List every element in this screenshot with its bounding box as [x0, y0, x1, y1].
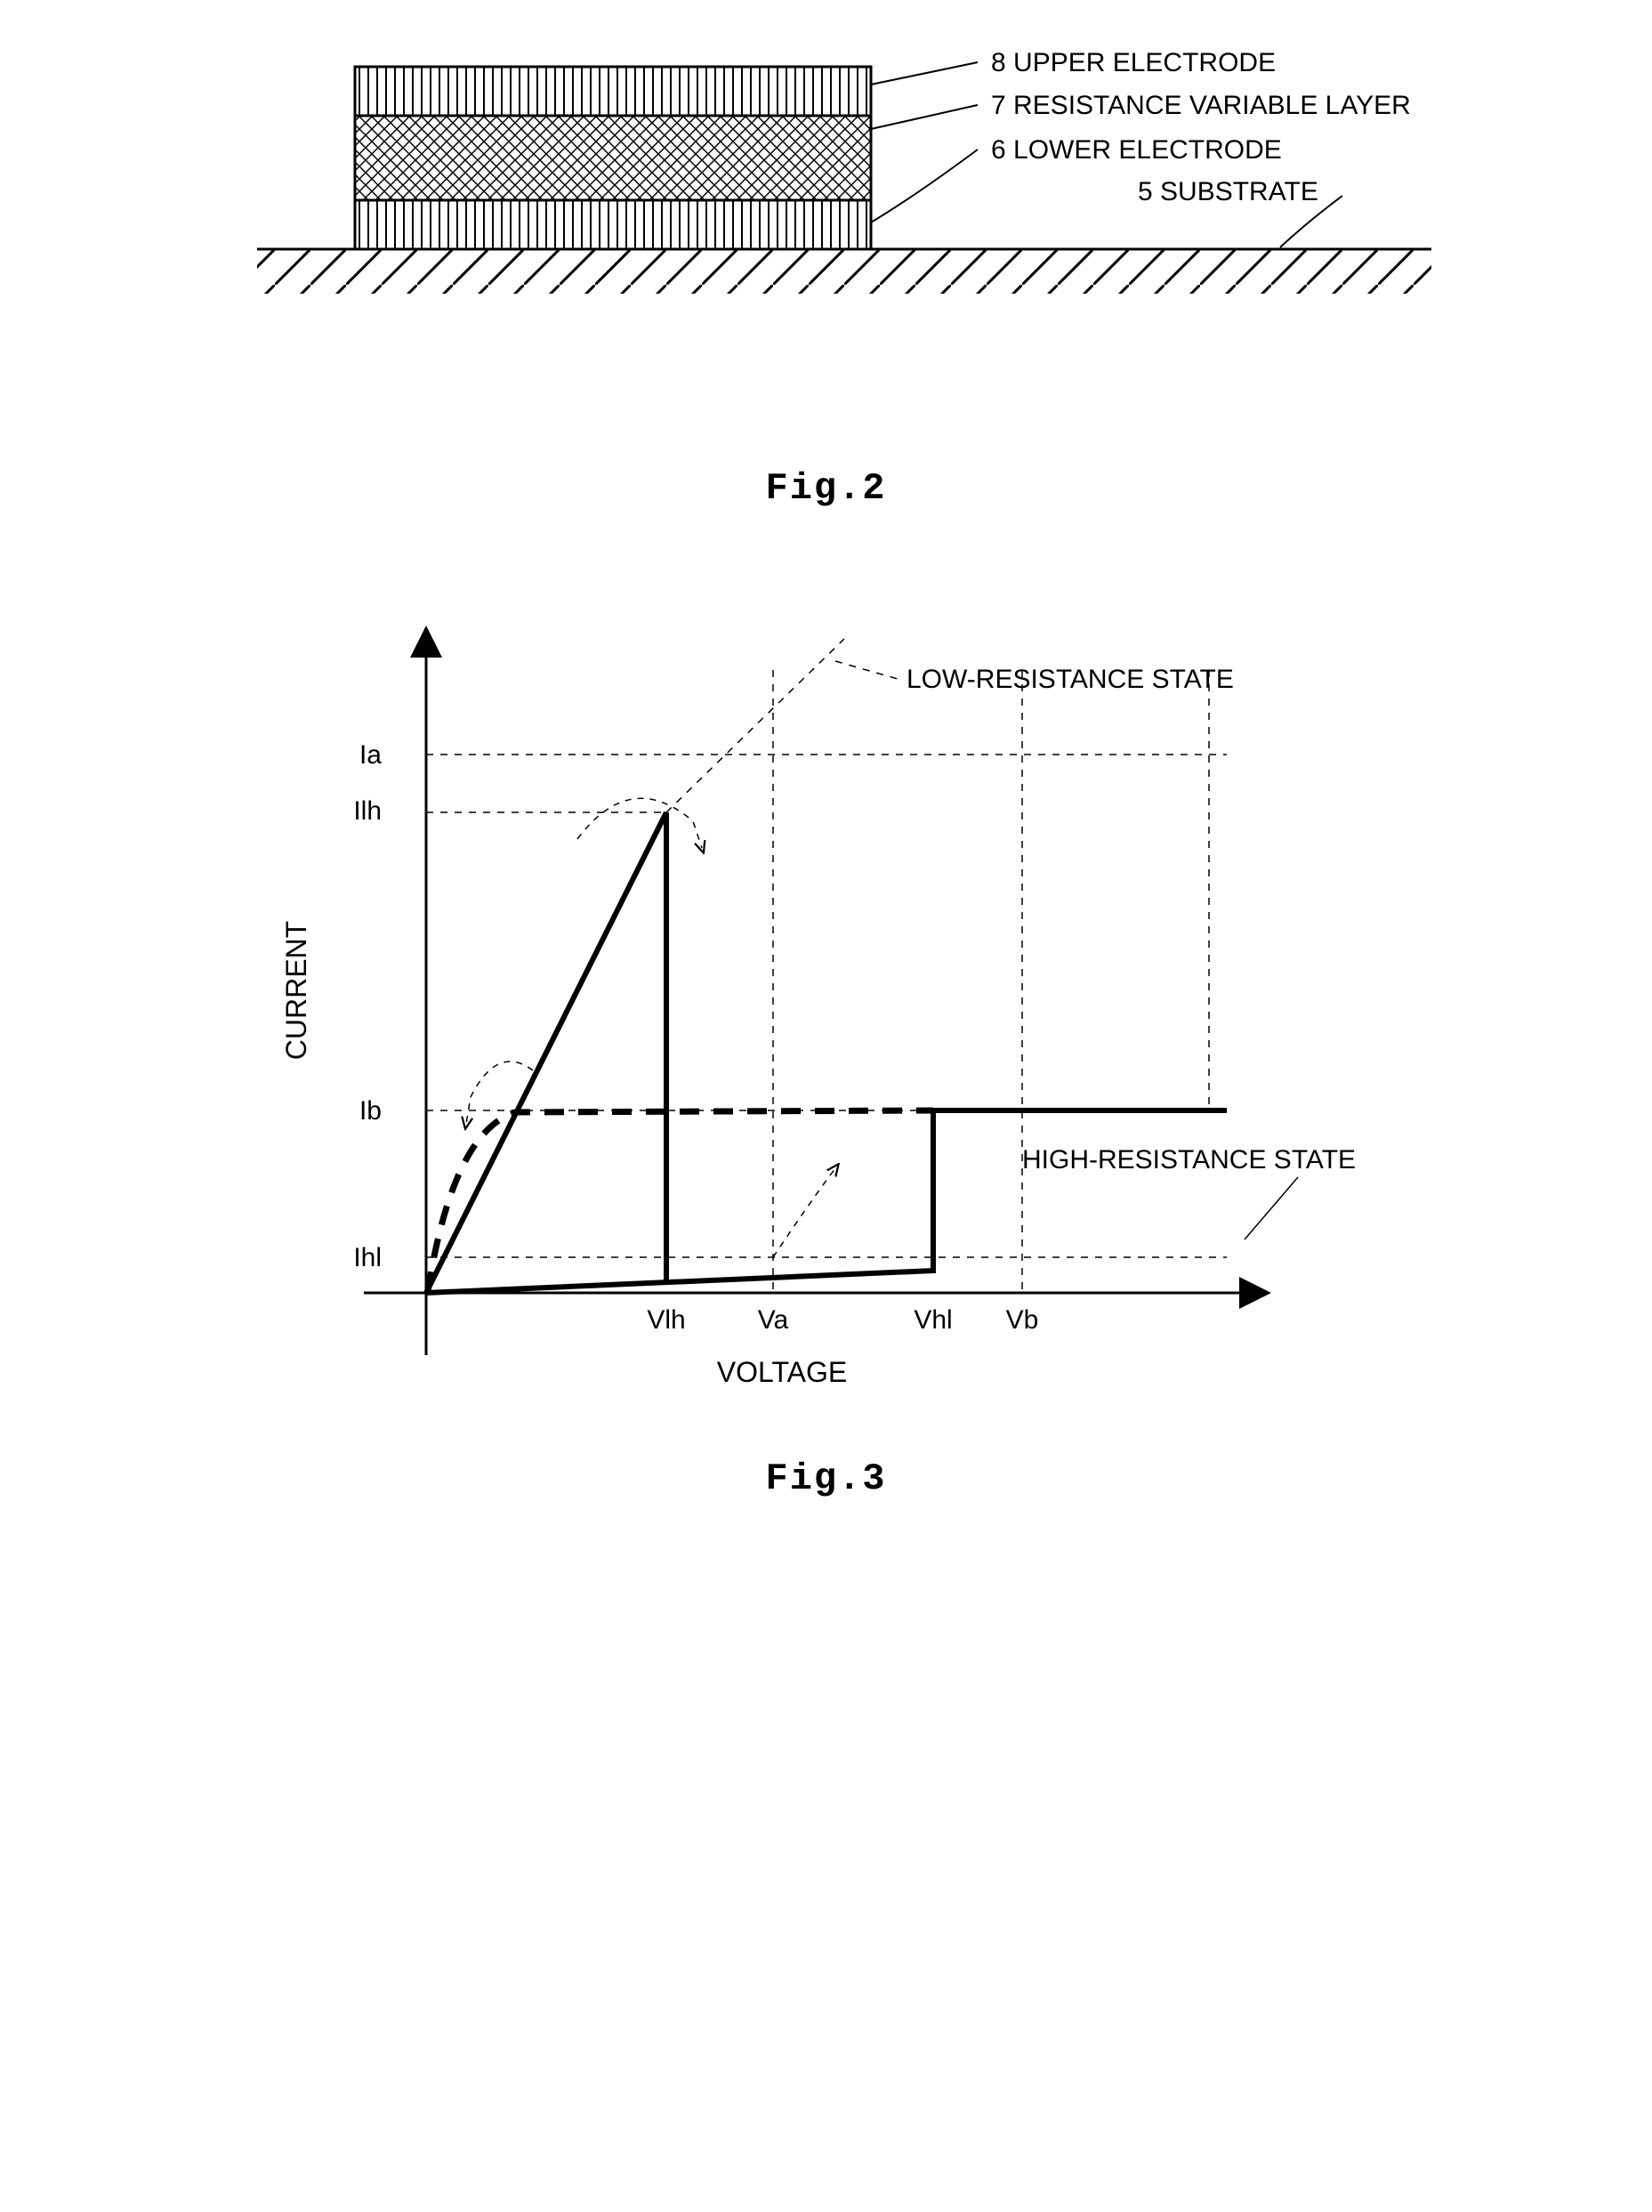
low-res-line [426, 812, 666, 1293]
arrow-lh [577, 798, 702, 848]
low-res-state-label: LOW-RESISTANCE STATE [907, 665, 1234, 694]
xlabel: VOLTAGE [716, 1356, 846, 1388]
high-res-curve [426, 1110, 1227, 1293]
fig2-diagram: 8 UPPER ELECTRODE 7 RESISTANCE VARIABLE … [204, 36, 1449, 374]
ytick-ihl: Ihl [353, 1243, 382, 1272]
label-6: 6 LOWER ELECTRODE [991, 135, 1282, 165]
label-5: 5 SUBSTRATE [1138, 177, 1318, 206]
label-8: 8 UPPER ELECTRODE [991, 48, 1276, 77]
xtick-vlh: Vlh [647, 1305, 685, 1335]
xtick-vb: Vb [1005, 1305, 1038, 1335]
ytick-ib: Ib [359, 1096, 381, 1126]
leader-8 [871, 62, 978, 85]
fig2-wrapper: 8 UPPER ELECTRODE 7 RESISTANCE VARIABLE … [204, 36, 1449, 378]
page-container: 8 UPPER ELECTRODE 7 RESISTANCE VARIABLE … [18, 36, 1634, 1607]
label-7: 7 RESISTANCE VARIABLE LAYER [991, 91, 1411, 120]
leader-6 [871, 149, 978, 222]
ylabel: CURRENT [280, 921, 312, 1060]
xtick-vhl: Vhl [914, 1305, 952, 1335]
xtick-va: Va [757, 1305, 788, 1335]
fig3-chart: LOW-RESISTANCE STATE HIGH-RESISTANCE STA… [248, 617, 1405, 1417]
lower-electrode-layer [355, 200, 871, 249]
ytick-ia: Ia [359, 740, 381, 770]
resistance-variable-layer [355, 116, 871, 200]
high-res-leader [1245, 1177, 1298, 1239]
low-res-guide [666, 639, 844, 812]
arrow-hl [773, 1168, 835, 1257]
upper-electrode-layer [355, 67, 871, 116]
substrate-hatch [257, 249, 1431, 294]
high-res-state-label: HIGH-RESISTANCE STATE [1022, 1145, 1356, 1175]
fig3-wrapper: LOW-RESISTANCE STATE HIGH-RESISTANCE STA… [248, 617, 1405, 1422]
fig2-caption: Fig.2 [765, 467, 886, 510]
ytick-ilh: Ilh [353, 796, 382, 826]
fig3-caption: Fig.3 [765, 1457, 886, 1500]
low-res-leader [835, 661, 898, 679]
leader-7 [871, 105, 978, 129]
